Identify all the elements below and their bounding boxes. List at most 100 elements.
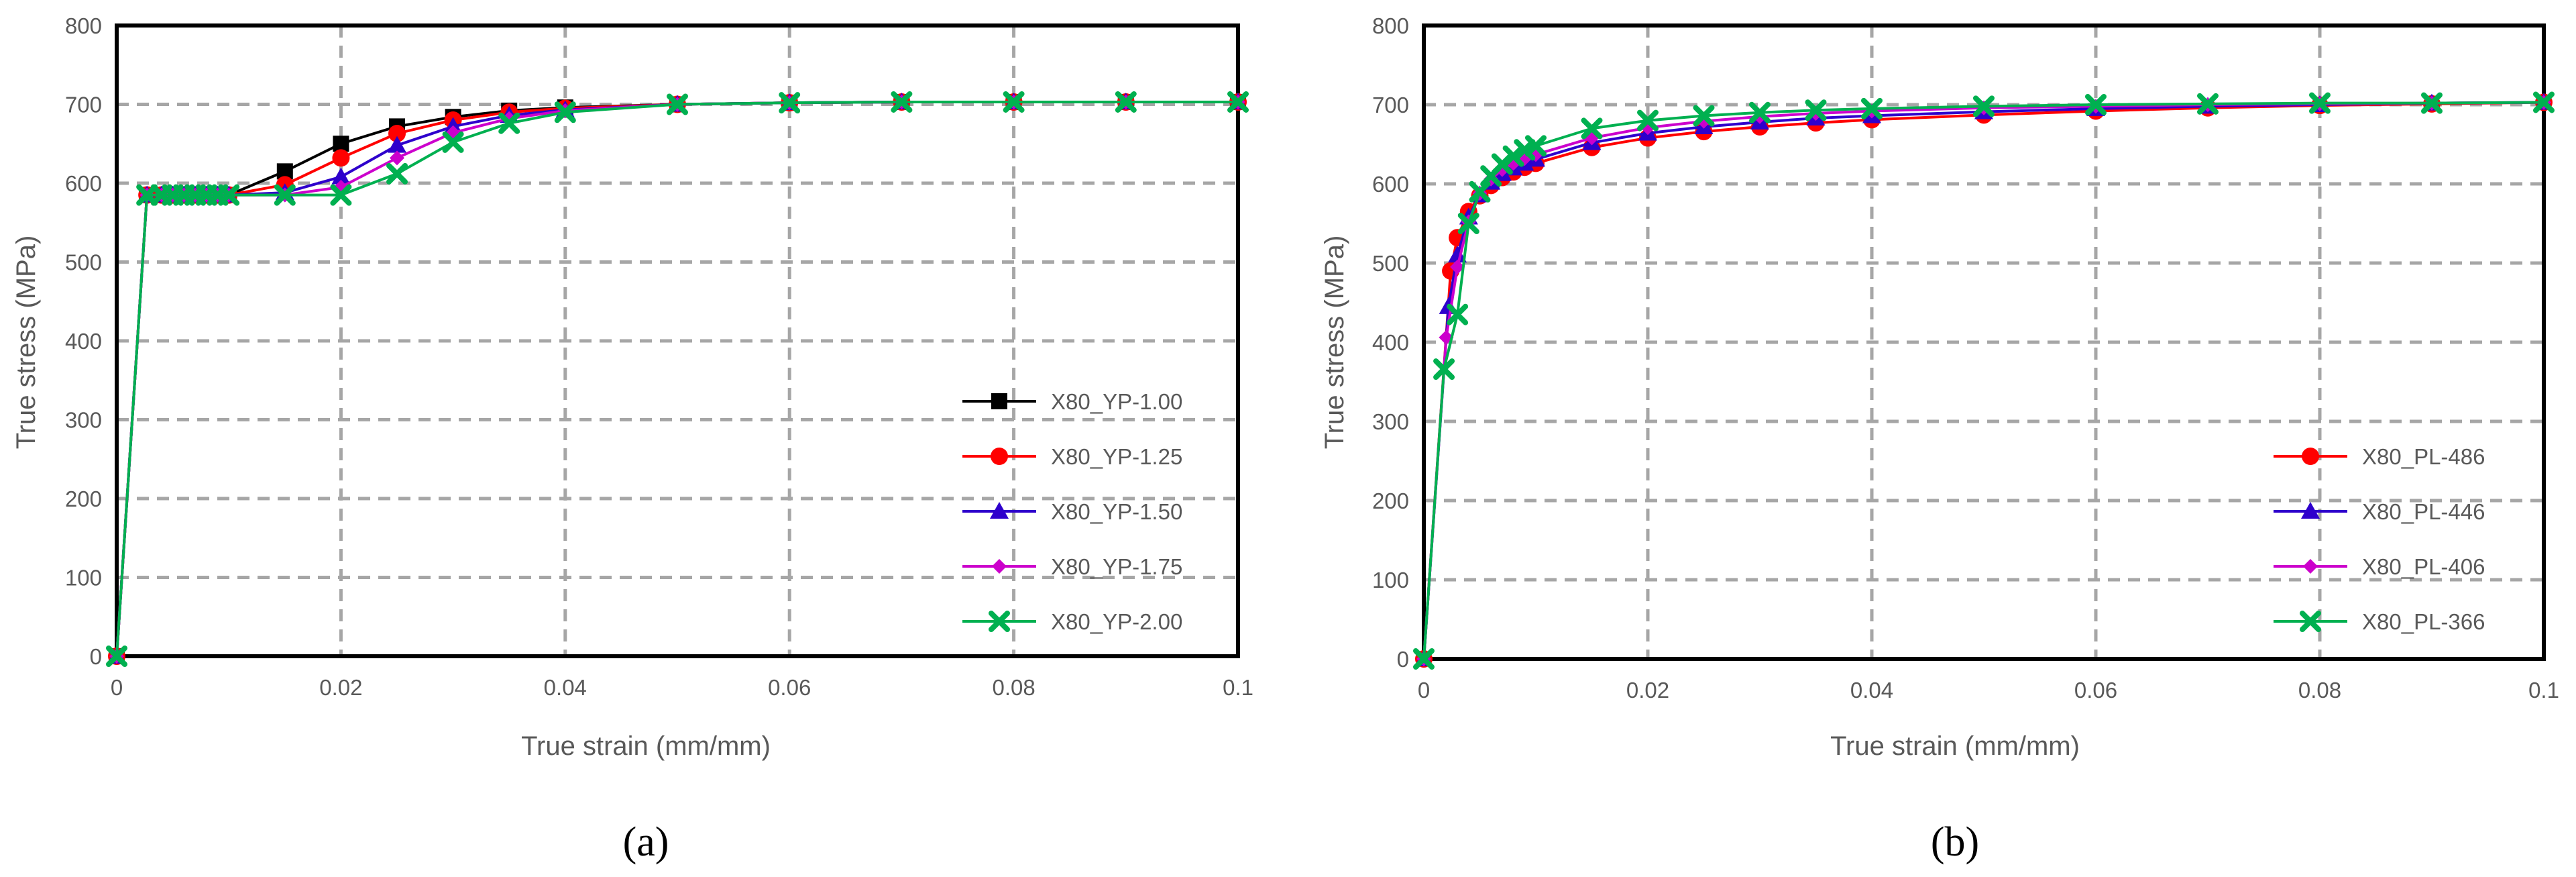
x-tick-label: 0.1: [1223, 675, 1253, 700]
legend-entry: X80_PL-486: [2274, 444, 2485, 469]
y-axis-title: True stress (MPa): [11, 236, 41, 450]
data-series: [1413, 91, 2555, 670]
x-tick-label: 0.04: [544, 675, 587, 700]
x-marker-stroke: [1115, 91, 1137, 113]
legend: X80_PL-486 X80_PL-446 X80_PL-406 X80_PL-366: [2274, 444, 2485, 634]
x-marker-stroke: [667, 93, 688, 115]
x-marker-stroke: [891, 91, 913, 113]
y-tick-label: 700: [65, 93, 102, 117]
x-marker: [1581, 117, 1603, 140]
legend-entry: X80_YP-2.00: [962, 609, 1182, 634]
triangle-marker: [388, 136, 406, 153]
square-marker: [333, 136, 349, 152]
x-marker: [106, 646, 127, 667]
x-marker: [1973, 95, 1995, 117]
square-marker: [991, 393, 1007, 409]
x-marker: [1227, 91, 1249, 113]
x-tick-label: 0.06: [768, 675, 811, 700]
tick-labels: 0 100 200 300 400 500 600 700 800 0 0.02 0.04 0.06 0.…: [1372, 13, 2559, 703]
circle-marker: [332, 149, 350, 167]
legend-entry: X80_PL-406: [2274, 554, 2485, 579]
y-tick-label: 300: [65, 408, 102, 433]
plot-frame: [115, 23, 1240, 658]
x-marker-stroke: [218, 184, 240, 206]
x-marker: [554, 101, 576, 123]
legend-label: X80_PL-406: [2362, 554, 2485, 579]
x-marker-stroke: [1973, 95, 1995, 117]
circle-marker: [2302, 448, 2319, 465]
tick-labels: 0 100 200 300 400 500 600 700 800 0 0.02 0.04 0.06 0.…: [65, 13, 1253, 700]
y-tick-label: 200: [1372, 488, 1409, 513]
x-marker-stroke: [1227, 91, 1249, 113]
x-tick-label: 0.08: [992, 675, 1035, 700]
x-marker-stroke: [1749, 101, 1771, 123]
x-marker-stroke: [1003, 91, 1025, 113]
data-series: [106, 91, 1249, 667]
x-marker: [1003, 91, 1025, 113]
legend-label: X80_YP-1.50: [1051, 499, 1182, 524]
x-marker: [1413, 648, 1435, 670]
y-tick-label: 100: [1372, 568, 1409, 592]
x-marker-stroke: [1693, 105, 1715, 127]
x-axis-title: True strain (mm/mm): [1830, 731, 2080, 761]
x-marker-stroke: [2533, 91, 2555, 113]
legend-entry: X80_YP-1.00: [962, 389, 1182, 414]
x-marker-stroke: [779, 92, 801, 114]
x-marker-stroke: [2197, 93, 2219, 115]
legend: X80_YP-1.00 X80_YP-1.25 X80_YP-1.50 X80_YP-…: [962, 389, 1182, 634]
x-marker-stroke: [498, 112, 520, 134]
legend-entry: X80_PL-446: [2274, 499, 2485, 524]
y-tick-label: 800: [1372, 13, 1409, 38]
grid-lines: [117, 25, 1238, 656]
x-marker-stroke: [1502, 145, 1524, 167]
legend-label: X80_YP-1.75: [1051, 554, 1182, 579]
x-marker-stroke: [1861, 97, 1883, 119]
x-marker-stroke: [106, 646, 127, 667]
x-marker-stroke: [554, 101, 576, 123]
x-tick-label: 0.04: [1850, 678, 1893, 703]
axes: [1422, 23, 2546, 661]
y-tick-label: 700: [1372, 93, 1409, 117]
x-tick-label: 0.08: [2298, 678, 2341, 703]
diamond-marker: [992, 559, 1007, 574]
x-marker-stroke: [386, 162, 408, 185]
x-tick-label: 0: [1418, 678, 1430, 703]
x-tick-label: 0.02: [1626, 678, 1669, 703]
x-marker: [2085, 94, 2107, 115]
legend-label: X80_PL-446: [2362, 499, 2485, 524]
x-marker: [1525, 135, 1547, 157]
x-marker: [1749, 101, 1771, 123]
legend-label: X80_YP-2.00: [1051, 609, 1182, 634]
x-marker: [330, 184, 352, 206]
x-marker: [1805, 99, 1827, 121]
x-marker: [2533, 91, 2555, 113]
x-marker: [498, 112, 520, 134]
y-tick-label: 0: [1397, 647, 1409, 672]
x-marker-stroke: [1457, 213, 1479, 234]
x-tick-label: 0.06: [2074, 678, 2117, 703]
diamond-marker: [390, 150, 404, 166]
plot-frame: [1422, 23, 2546, 661]
panel-label: (a): [623, 819, 669, 865]
x-marker: [218, 184, 240, 206]
x-marker: [136, 184, 158, 206]
x-marker: [1447, 303, 1469, 325]
x-marker: [989, 611, 1010, 632]
x-marker-stroke: [1514, 139, 1536, 161]
y-tick-label: 200: [65, 486, 102, 511]
legend-label: X80_YP-1.00: [1051, 389, 1182, 414]
x-marker-stroke: [442, 131, 464, 153]
x-marker-stroke: [2300, 611, 2321, 632]
series-x80-pl-366: [1413, 91, 2555, 670]
chart-panel-a: 0 100 200 300 400 500 600 700 800 0 0.02 0.04 0.06 0.…: [11, 13, 1253, 865]
x-marker: [1861, 97, 1883, 119]
triangle-marker: [331, 167, 351, 185]
x-marker-stroke: [330, 184, 352, 206]
y-tick-label: 600: [1372, 172, 1409, 197]
y-tick-label: 0: [90, 644, 102, 669]
panel-label: (b): [1931, 819, 1979, 865]
series-x80-yp-2-00: [106, 91, 1249, 667]
x-marker-stroke: [2085, 94, 2107, 115]
x-marker: [1433, 358, 1455, 380]
y-tick-label: 500: [1372, 251, 1409, 276]
